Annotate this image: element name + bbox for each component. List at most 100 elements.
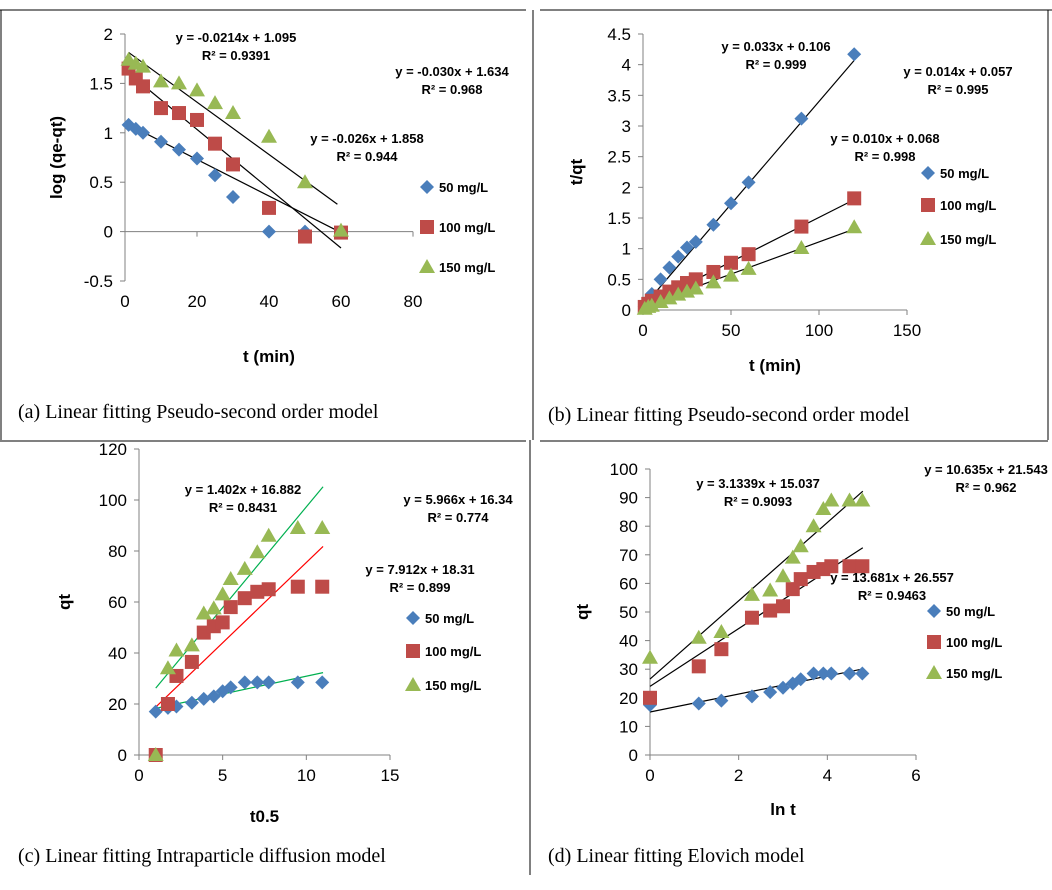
data-point <box>205 600 222 615</box>
data-point <box>196 691 211 706</box>
data-point <box>183 637 200 652</box>
data-point <box>643 690 657 705</box>
data-point <box>195 605 212 620</box>
data-point <box>706 217 721 232</box>
data-point <box>794 111 809 126</box>
fit-equation: y = -0.026x + 1.858 <box>310 131 423 146</box>
data-point <box>793 240 810 255</box>
data-point <box>706 264 721 279</box>
x-tick-label: 0 <box>638 321 647 340</box>
legend-label: 50 mg/L <box>425 611 474 626</box>
data-point <box>744 689 759 704</box>
data-point <box>855 666 870 681</box>
y-tick-label: 3 <box>622 117 631 136</box>
y-axis-label: qt <box>573 604 592 620</box>
x-tick-label: 2 <box>734 766 743 785</box>
data-point <box>136 79 150 94</box>
legend-marker <box>420 220 434 234</box>
data-point <box>262 224 276 239</box>
y-tick-label: 0 <box>622 301 631 320</box>
x-axis-label: t (min) <box>749 356 801 375</box>
data-point <box>226 190 240 205</box>
fit-line <box>649 490 864 680</box>
legend-label: 50 mg/L <box>439 180 488 195</box>
x-tick-label: 20 <box>188 292 207 311</box>
data-point <box>687 280 704 295</box>
data-point <box>740 260 757 275</box>
data-point <box>824 559 839 574</box>
data-point <box>168 642 185 657</box>
data-point <box>225 105 241 120</box>
fit-equation: y = 5.966x + 16.34 <box>403 492 513 507</box>
fit-r-squared: R² = 0.899 <box>389 580 450 595</box>
data-point <box>184 695 199 710</box>
data-point <box>846 219 863 234</box>
data-point <box>744 610 759 625</box>
data-point <box>680 240 694 255</box>
legend-marker <box>927 604 941 618</box>
data-point <box>741 175 756 190</box>
fit-r-squared: R² = 0.9093 <box>724 494 792 509</box>
legend-marker <box>406 611 420 625</box>
data-point <box>215 615 230 630</box>
y-tick-label: 0 <box>104 223 113 242</box>
data-point <box>237 675 252 690</box>
y-tick-label: 0.5 <box>89 173 113 192</box>
fit-equation: y = 0.014x + 0.057 <box>903 64 1012 79</box>
x-tick-label: 6 <box>911 766 920 785</box>
data-point <box>741 247 756 262</box>
data-point <box>297 174 313 189</box>
legend-marker <box>405 677 421 691</box>
legend-label: 150 mg/L <box>425 678 481 693</box>
data-point <box>743 586 760 601</box>
x-tick-label: 60 <box>332 292 351 311</box>
data-point <box>333 222 349 237</box>
y-tick-label: 90 <box>619 489 638 508</box>
x-tick-label: 100 <box>805 321 833 340</box>
x-tick-label: 5 <box>218 766 227 785</box>
fit-r-squared: R² = 0.8431 <box>209 500 277 515</box>
data-point <box>794 219 809 234</box>
legend-marker <box>926 665 942 679</box>
y-tick-label: 60 <box>108 593 127 612</box>
data-point <box>705 274 722 289</box>
y-tick-label: 20 <box>619 689 638 708</box>
x-tick-label: 0 <box>120 292 129 311</box>
y-tick-label: 20 <box>108 695 127 714</box>
data-point <box>190 151 204 166</box>
y-axis-label: log (qe-qt) <box>47 116 66 199</box>
y-tick-label: -0.5 <box>84 272 113 291</box>
data-point <box>642 649 658 664</box>
legend-label: 150 mg/L <box>439 260 495 275</box>
legend-marker <box>921 198 935 212</box>
data-point <box>154 134 168 149</box>
y-tick-label: 80 <box>619 517 638 536</box>
data-point <box>172 106 186 121</box>
panel-caption: (c) Linear fitting Intraparticle diffusi… <box>18 845 386 867</box>
fit-equation: y = 3.1339x + 15.037 <box>696 476 820 491</box>
data-point <box>643 297 660 312</box>
legend-label: 150 mg/L <box>940 232 996 247</box>
data-point <box>214 586 231 601</box>
y-tick-label: 0 <box>629 746 638 765</box>
y-tick-label: 0.5 <box>607 270 631 289</box>
data-point <box>172 142 186 157</box>
y-axis-label: t/qt <box>567 158 586 185</box>
fit-r-squared: R² = 0.944 <box>336 149 398 164</box>
legend-marker <box>921 166 935 180</box>
data-point <box>815 501 832 516</box>
fit-r-squared: R² = 0.774 <box>427 510 489 525</box>
data-point <box>653 272 668 287</box>
data-point <box>776 599 790 614</box>
data-point <box>249 544 266 559</box>
fit-line <box>155 486 324 689</box>
data-point <box>847 47 862 62</box>
legend-marker <box>419 259 435 273</box>
fit-equation: y = 1.402x + 16.882 <box>185 482 301 497</box>
y-tick-label: 40 <box>619 632 638 651</box>
panel-d: 0 10 20 30 40 50 60 70 80 90 100 0 2 4 6 ln t qt 50 mg/L 1… <box>548 460 1048 867</box>
data-point <box>691 659 706 674</box>
y-tick-label: 2 <box>104 25 113 44</box>
data-point <box>208 168 222 183</box>
